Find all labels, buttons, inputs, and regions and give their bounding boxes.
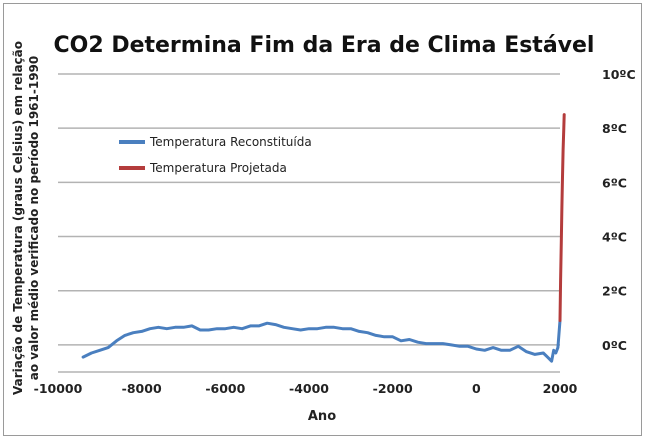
y-tick-label: 8ºC <box>602 121 627 136</box>
x-tick-label: 0 <box>472 381 481 396</box>
x-tick-label: -4000 <box>289 381 329 396</box>
y-tick-labels: 0ºC 2ºC 4ºC 6ºC 8ºC 10ºC <box>602 67 636 353</box>
y-tick-label: 10ºC <box>602 67 636 82</box>
chart-frame: CO2 Determina Fim da Era de Clima Estáve… <box>3 3 642 436</box>
x-tick-label: 2000 <box>543 381 578 396</box>
x-tick-label: -8000 <box>122 381 162 396</box>
x-tick-labels: -10000 -8000 -6000 -4000 -2000 0 2000 <box>34 381 578 396</box>
series-line-reconstituida <box>81 319 562 363</box>
x-tick-label: -2000 <box>373 381 413 396</box>
y-tick-label: 0ºC <box>602 338 627 353</box>
y-tick-label: 4ºC <box>602 230 627 245</box>
y-axis-label-line1: Variação de Temperatura (graus Celsius) … <box>11 41 25 395</box>
series-line-projetada <box>558 113 566 322</box>
line-chart: CO2 Determina Fim da Era de Clima Estáve… <box>11 33 636 424</box>
grid-lines <box>58 73 560 373</box>
y-tick-label: 2ºC <box>602 284 627 299</box>
legend-label-reconstituida: Temperatura Reconstituída <box>149 135 312 149</box>
series-lines <box>81 113 566 363</box>
legend: Temperatura Reconstituída Temperatura Pr… <box>119 135 312 175</box>
y-axis-label-line2: ao valor médio verificado no período 196… <box>27 56 41 381</box>
x-axis-label: Ano <box>308 409 336 424</box>
x-tick-label: -6000 <box>205 381 245 396</box>
legend-label-projetada: Temperatura Projetada <box>149 161 287 175</box>
x-tick-label: -10000 <box>34 381 83 396</box>
chart-title: CO2 Determina Fim da Era de Clima Estáve… <box>54 33 595 58</box>
y-tick-label: 6ºC <box>602 175 627 190</box>
